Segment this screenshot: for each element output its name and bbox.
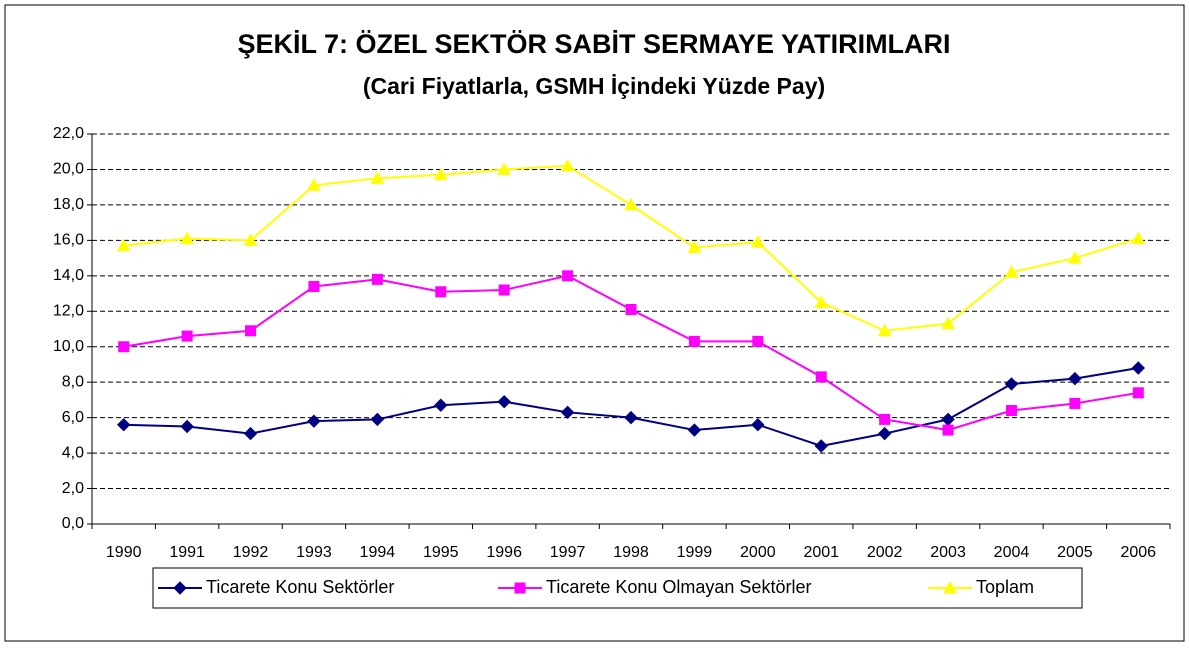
y-tick-label: 8,0: [62, 373, 84, 390]
marker: [371, 273, 383, 285]
marker: [560, 158, 575, 172]
marker: [243, 426, 258, 441]
marker: [1068, 371, 1082, 386]
marker: [877, 323, 892, 337]
x-tick-label: 1995: [423, 544, 459, 561]
x-tick-label: 2006: [1120, 544, 1156, 561]
y-tick-label: 14,0: [53, 267, 84, 284]
marker: [497, 394, 511, 409]
marker: [1068, 251, 1082, 264]
marker: [752, 335, 764, 347]
x-tick-label: 2002: [867, 544, 903, 561]
y-tick-label: 0,0: [62, 515, 84, 532]
marker: [245, 325, 257, 337]
marker: [1132, 387, 1144, 399]
marker: [435, 286, 447, 298]
marker: [687, 240, 702, 253]
marker: [624, 197, 638, 211]
marker: [751, 418, 765, 432]
marker: [370, 412, 385, 427]
marker: [814, 295, 829, 308]
x-tick-label: 1996: [486, 544, 522, 561]
marker: [180, 419, 194, 434]
x-tick-label: 1998: [613, 544, 649, 561]
marker: [941, 316, 955, 330]
marker: [308, 280, 320, 292]
y-tick-label: 16,0: [53, 232, 84, 249]
marker: [434, 398, 448, 412]
marker: [1005, 405, 1017, 417]
x-tick-label: 1990: [106, 544, 142, 561]
marker: [118, 341, 130, 353]
marker: [943, 580, 957, 594]
marker: [1069, 397, 1081, 409]
marker: [625, 304, 637, 315]
x-tick-label: 1993: [296, 544, 332, 561]
legend-label: Toplam: [976, 577, 1034, 597]
marker: [562, 270, 574, 282]
y-tick-label: 2,0: [62, 480, 84, 497]
marker: [879, 413, 891, 425]
marker: [815, 371, 827, 383]
marker: [370, 171, 385, 184]
y-tick-label: 18,0: [53, 196, 84, 213]
marker: [433, 167, 448, 181]
legend-label: Ticarete Konu Sektörler: [206, 577, 394, 597]
marker: [750, 235, 765, 248]
marker: [1004, 377, 1019, 391]
marker: [1004, 265, 1019, 278]
x-tick-label: 1991: [169, 544, 205, 561]
y-tick-label: 10,0: [53, 338, 84, 355]
marker: [514, 582, 526, 594]
legend-box: [152, 567, 1083, 609]
marker: [688, 335, 700, 347]
marker: [243, 233, 258, 246]
y-tick-label: 20,0: [53, 161, 84, 178]
x-tick-label: 2004: [994, 544, 1030, 561]
x-tick-label: 2001: [803, 544, 839, 561]
x-tick-label: 1994: [360, 544, 396, 561]
y-tick-label: 12,0: [53, 302, 84, 319]
chart-title: ŞEKİL 7: ÖZEL SEKTÖR SABİT SERMAYE YATIR…: [237, 29, 950, 59]
marker: [307, 178, 321, 191]
marker: [497, 162, 512, 175]
x-tick-label: 2003: [930, 544, 966, 561]
marker: [307, 414, 321, 428]
marker: [560, 405, 575, 420]
marker: [877, 426, 892, 441]
y-tick-label: 4,0: [62, 444, 84, 461]
x-tick-label: 2005: [1057, 544, 1093, 561]
marker: [181, 330, 193, 342]
marker: [814, 439, 828, 453]
marker: [173, 581, 187, 595]
marker: [687, 423, 702, 437]
marker: [180, 231, 194, 245]
marker: [1131, 361, 1146, 375]
marker: [942, 424, 954, 436]
chart-frame: [4, 4, 1185, 642]
x-tick-label: 1999: [677, 544, 713, 561]
chart-subtitle: (Cari Fiyatlarla, GSMH İçindeki Yüzde Pa…: [363, 73, 825, 99]
x-tick-label: 2000: [740, 544, 776, 561]
marker: [498, 284, 510, 296]
marker: [116, 238, 131, 252]
x-tick-label: 1997: [550, 544, 586, 561]
y-tick-label: 6,0: [62, 409, 84, 426]
x-tick-label: 1992: [233, 544, 269, 561]
marker: [624, 410, 638, 425]
marker: [1131, 231, 1146, 245]
marker: [116, 418, 131, 432]
legend-label: Ticarete Konu Olmayan Sektörler: [546, 577, 811, 597]
y-tick-label: 22,0: [53, 125, 84, 142]
